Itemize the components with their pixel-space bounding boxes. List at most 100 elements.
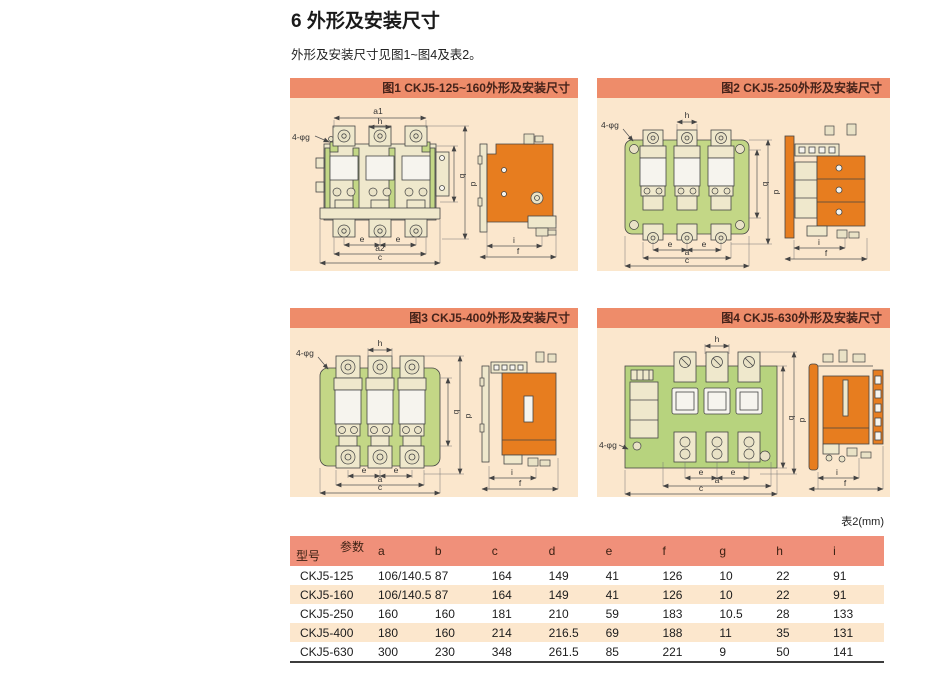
dim-label-b: b	[458, 174, 468, 179]
front-view	[319, 355, 441, 469]
table-header-row: 参数 型号 a b c d e f g h i	[290, 536, 885, 566]
dim-label-h: h	[378, 338, 383, 348]
figure3-drawing: h 4-φg b d e e a c	[296, 338, 559, 496]
table-corner-cell: 参数 型号	[290, 536, 372, 566]
dim-label-b: b	[761, 182, 771, 187]
value-cell: 221	[662, 644, 683, 659]
dim-label-h: h	[685, 110, 690, 120]
value-cell: 22	[770, 585, 828, 604]
model-cell: CKJ5-400	[290, 623, 372, 642]
value-cell: 133	[833, 606, 854, 621]
pole-1	[671, 351, 699, 463]
dim-label-e1: e	[362, 465, 367, 475]
value-cell: 91	[833, 568, 847, 583]
dim-label-e2: e	[396, 234, 401, 244]
dim-label-i: i	[836, 467, 838, 477]
figure4-panel: 图4 CKJ5-630外形及安装尺寸	[597, 308, 890, 497]
dim-label-i: i	[511, 467, 513, 477]
side-view	[477, 133, 557, 237]
value-cell: 230	[434, 644, 455, 659]
side-view	[808, 349, 884, 471]
value-cell: 11	[713, 623, 771, 642]
value-cell: 22	[776, 568, 790, 583]
value-cell: 210	[548, 606, 569, 621]
value-cell: 261.5	[548, 644, 579, 659]
dim-label-c: c	[378, 482, 383, 492]
pole-3	[735, 351, 763, 463]
value-cell: 106/140.5	[372, 585, 431, 604]
value-cell: 149	[548, 568, 569, 583]
value-cell: 41	[605, 568, 619, 583]
pole-1	[639, 129, 667, 244]
table-row: CKJ5-125 106/140.5 87 164 149 41 126 10 …	[290, 566, 884, 585]
pole-1	[333, 355, 363, 469]
value-cell: 160	[378, 606, 399, 621]
dim-label-e1: e	[360, 234, 365, 244]
dim-label-a: a	[715, 475, 720, 485]
dimensions: h 4-φg b d e e a c	[601, 110, 868, 269]
value-cell: 214	[485, 623, 543, 642]
page-subtitle: 外形及安装尺寸见图1~图4及表2。	[291, 48, 482, 62]
model-cell: CKJ5-630	[300, 644, 354, 659]
value-cell: 91	[827, 585, 885, 604]
model-cell: CKJ5-125	[300, 568, 354, 583]
dimensions: h 4-φg b d e e a c	[599, 334, 884, 497]
figure1-panel: 图1 CKJ5-125~160外形及安装尺寸	[290, 78, 578, 271]
value-cell: 28	[776, 606, 790, 621]
col-header-g: g	[713, 536, 771, 566]
value-cell: 10.5	[719, 606, 743, 621]
value-cell: 131	[827, 623, 885, 642]
dim-label-f: f	[844, 478, 847, 488]
pole-2	[365, 125, 395, 238]
dim-label-c: c	[378, 252, 383, 262]
dim-label-f: f	[517, 246, 520, 256]
dim-label-e1: e	[668, 239, 673, 249]
value-cell: 126	[656, 585, 714, 604]
dim-label-a1: a1	[373, 106, 383, 116]
dim-label-d: d	[469, 182, 479, 187]
pole-3	[397, 355, 427, 469]
pole-2	[365, 355, 395, 469]
value-cell: 216.5	[542, 623, 600, 642]
dim-label-d: d	[772, 190, 782, 195]
value-cell: 300	[378, 644, 399, 659]
figure1-drawing: a1 h 4-φg b d e e a2	[292, 106, 557, 266]
col-header-i: i	[827, 536, 885, 566]
dim-label-a: a	[685, 247, 690, 257]
table-caption: 表2(mm)	[841, 516, 884, 528]
value-cell: 164	[485, 585, 543, 604]
dim-label-d: d	[798, 418, 808, 423]
value-cell: 9	[719, 644, 727, 659]
dim-label-a: a	[378, 474, 383, 484]
value-cell: 180	[372, 623, 429, 642]
table-row: CKJ5-400 180 160 214 216.5 69 188 11 35 …	[290, 623, 885, 642]
dim-label-d: d	[464, 414, 474, 419]
dimensions: a1 h 4-φg b d e e a2	[292, 106, 557, 266]
value-cell: 85	[605, 644, 619, 659]
value-cell: 50	[776, 644, 790, 659]
front-view	[624, 351, 778, 469]
side-view	[479, 351, 557, 467]
figure4-drawing: h 4-φg b d e e a c	[599, 334, 884, 497]
front-view	[315, 125, 450, 238]
dim-label-e1: e	[699, 467, 704, 477]
pole-3	[401, 125, 431, 238]
dim-label-e2: e	[731, 467, 736, 477]
value-cell: 181	[491, 606, 512, 621]
value-cell: 10	[719, 568, 733, 583]
dim-label-e2: e	[394, 465, 399, 475]
value-cell: 160	[428, 623, 486, 642]
value-cell: 10	[713, 585, 771, 604]
dim-label-hole: 4-φg	[292, 132, 310, 142]
value-cell: 35	[770, 623, 828, 642]
value-cell: 160	[434, 606, 455, 621]
value-cell: 41	[599, 585, 657, 604]
dim-label-a2: a2	[375, 243, 385, 253]
front-view	[624, 129, 750, 244]
dim-label-h: h	[715, 334, 720, 344]
corner-label-model: 型号	[296, 549, 321, 563]
figure2-title: 图2 CKJ5-250外形及安装尺寸	[597, 78, 890, 98]
pole-3	[707, 129, 735, 244]
dim-label-hole: 4-φg	[599, 440, 617, 450]
